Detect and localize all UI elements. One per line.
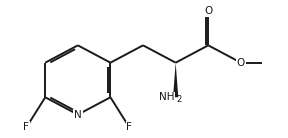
Text: NH: NH xyxy=(160,92,175,102)
Text: 2: 2 xyxy=(176,95,181,104)
Text: F: F xyxy=(24,122,29,132)
Text: N: N xyxy=(74,110,82,120)
Text: F: F xyxy=(126,122,132,132)
Text: O: O xyxy=(204,6,212,16)
Polygon shape xyxy=(173,63,178,97)
Text: O: O xyxy=(237,58,245,68)
